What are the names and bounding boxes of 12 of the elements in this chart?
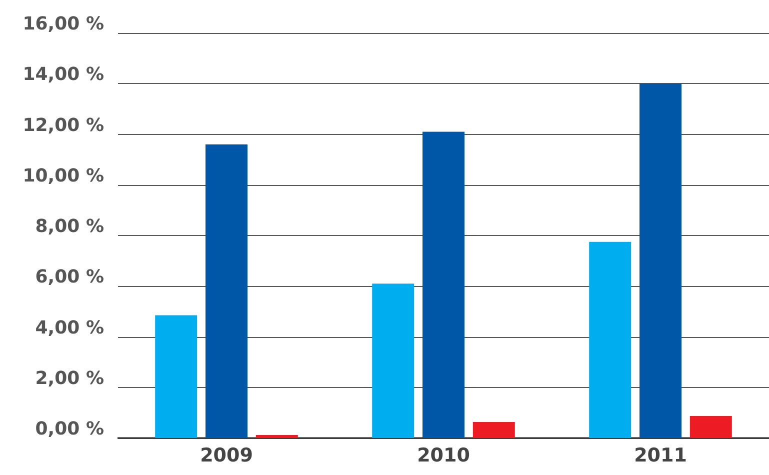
y-tick-label: 12,00 % bbox=[22, 114, 104, 136]
y-tick-label: 6,00 % bbox=[35, 266, 104, 288]
y-tick-label: 2,00 % bbox=[35, 368, 104, 389]
y-tick-label: 0,00 % bbox=[35, 418, 104, 440]
y-tick-label: 4,00 % bbox=[35, 317, 104, 338]
y-tick-label: 8,00 % bbox=[35, 216, 104, 237]
y-tick-label: 10,00 % bbox=[22, 165, 104, 186]
x-tick-label: 2011 bbox=[634, 444, 687, 466]
x-tick-label: 2009 bbox=[200, 444, 253, 466]
y-tick-label: 16,00 % bbox=[22, 14, 104, 34]
x-tick-label: 2010 bbox=[417, 444, 470, 466]
y-tick-label: 14,00 % bbox=[22, 64, 104, 86]
